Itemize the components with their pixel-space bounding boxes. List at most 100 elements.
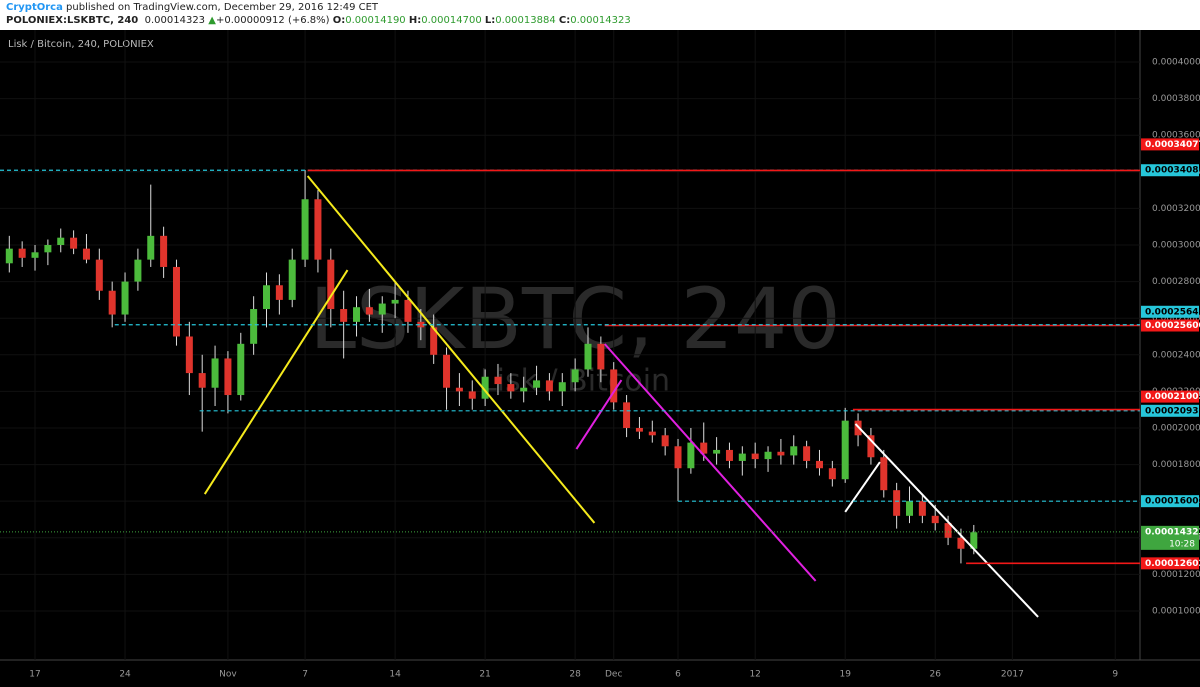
arrow: ▲ [208, 15, 216, 26]
trendline [603, 343, 817, 582]
level-label-box [1141, 138, 1199, 151]
o-label: O: [332, 15, 346, 26]
x-tick-label: 19 [839, 670, 851, 680]
candle-body [751, 453, 759, 460]
candle-body [404, 299, 412, 322]
candle-body [417, 321, 425, 328]
y-tick-label: 0.00040000 [1152, 58, 1200, 68]
candle-body [172, 266, 180, 337]
candle-body [790, 446, 798, 456]
candle-body [545, 380, 553, 392]
candle-body [5, 248, 13, 264]
last: 0.00014323 [144, 15, 206, 26]
x-tick-label: 6 [675, 670, 681, 680]
candle-body [687, 442, 695, 469]
plot-area [0, 30, 1140, 660]
candle-body [263, 285, 270, 310]
candle-body [160, 235, 168, 267]
candle-body [430, 327, 438, 355]
candle-body [185, 336, 193, 374]
x-tick-label: 17 [29, 670, 40, 680]
candle-body [275, 285, 283, 300]
high: 0.00014700 [421, 15, 482, 26]
symbol: POLONIEX:LSKBTC, 240 [6, 15, 139, 26]
x-tick-label: 24 [119, 670, 131, 680]
trendline [575, 379, 623, 450]
candle-body [82, 248, 90, 260]
candle-body [455, 387, 463, 392]
candle-body [57, 237, 65, 245]
trendline [203, 269, 349, 495]
trendline [306, 175, 596, 524]
candle-body [365, 307, 373, 315]
x-tick-label: 26 [929, 670, 941, 680]
close: 0.00014323 [570, 15, 631, 26]
candle-body [533, 380, 541, 388]
candle-body [725, 449, 733, 461]
x-tick-label: 14 [389, 670, 401, 680]
level-label-box [1141, 557, 1199, 570]
candle-body [95, 259, 103, 291]
candle-body [327, 259, 335, 310]
level-label-box [1141, 390, 1199, 403]
level-label: 0.00034077 [1145, 140, 1200, 150]
candle-body [134, 259, 142, 282]
low: 0.00013884 [495, 15, 556, 26]
x-tick-label: 7 [302, 670, 308, 680]
candle-body [931, 515, 939, 524]
change: +0.00000912 (+6.8%) [215, 15, 330, 26]
candle-body [623, 402, 631, 428]
chart: LSKBTC, 240 Lisk / Bitcoin Lisk / Bitcoi… [0, 30, 1200, 687]
x-tick-label: 21 [479, 670, 490, 680]
candle-body [121, 281, 129, 315]
candle-body [803, 446, 811, 461]
candle-body [558, 382, 566, 392]
candle-body [764, 451, 772, 460]
level-label-box [1141, 495, 1199, 508]
level-label-box [1141, 319, 1199, 332]
candle-body [970, 532, 978, 549]
candle-body [250, 309, 258, 344]
candle-body [70, 237, 78, 249]
candle-body [841, 420, 849, 480]
candle-body [828, 468, 836, 480]
candle-body [867, 435, 875, 458]
candle-body [391, 299, 399, 304]
x-tick-label: 2017 [1001, 670, 1024, 680]
candle-body [777, 451, 785, 456]
candle-body [237, 343, 245, 396]
candle-body [288, 259, 296, 300]
candle-body [584, 343, 592, 370]
candle-body [957, 537, 965, 549]
x-tick-label: 28 [569, 670, 581, 680]
candle-body [918, 501, 926, 516]
candle-body [224, 358, 232, 396]
candle-body [44, 244, 52, 253]
candle-body [147, 235, 155, 260]
header: CryptOrca published on TradingView.com, … [0, 0, 1200, 30]
candle-body [571, 369, 579, 383]
candle-body [507, 384, 515, 392]
author[interactable]: CryptOrca [6, 2, 63, 13]
candle-body [610, 369, 618, 403]
candle-body [880, 457, 888, 491]
level-label: 0.00012602 [1145, 559, 1200, 569]
level-label: 0.00016000 [1145, 497, 1200, 507]
candle-body [443, 354, 451, 388]
candle-body [468, 391, 476, 399]
legend: Lisk / Bitcoin, 240, POLONIEX [8, 39, 154, 50]
candle-body [906, 501, 913, 516]
level-label: 0.00034086 [1145, 166, 1200, 176]
candle-body [944, 523, 952, 538]
current-price-label: 0.00014323 [1145, 527, 1200, 537]
published: published on TradingView.com, December 2… [66, 2, 379, 13]
